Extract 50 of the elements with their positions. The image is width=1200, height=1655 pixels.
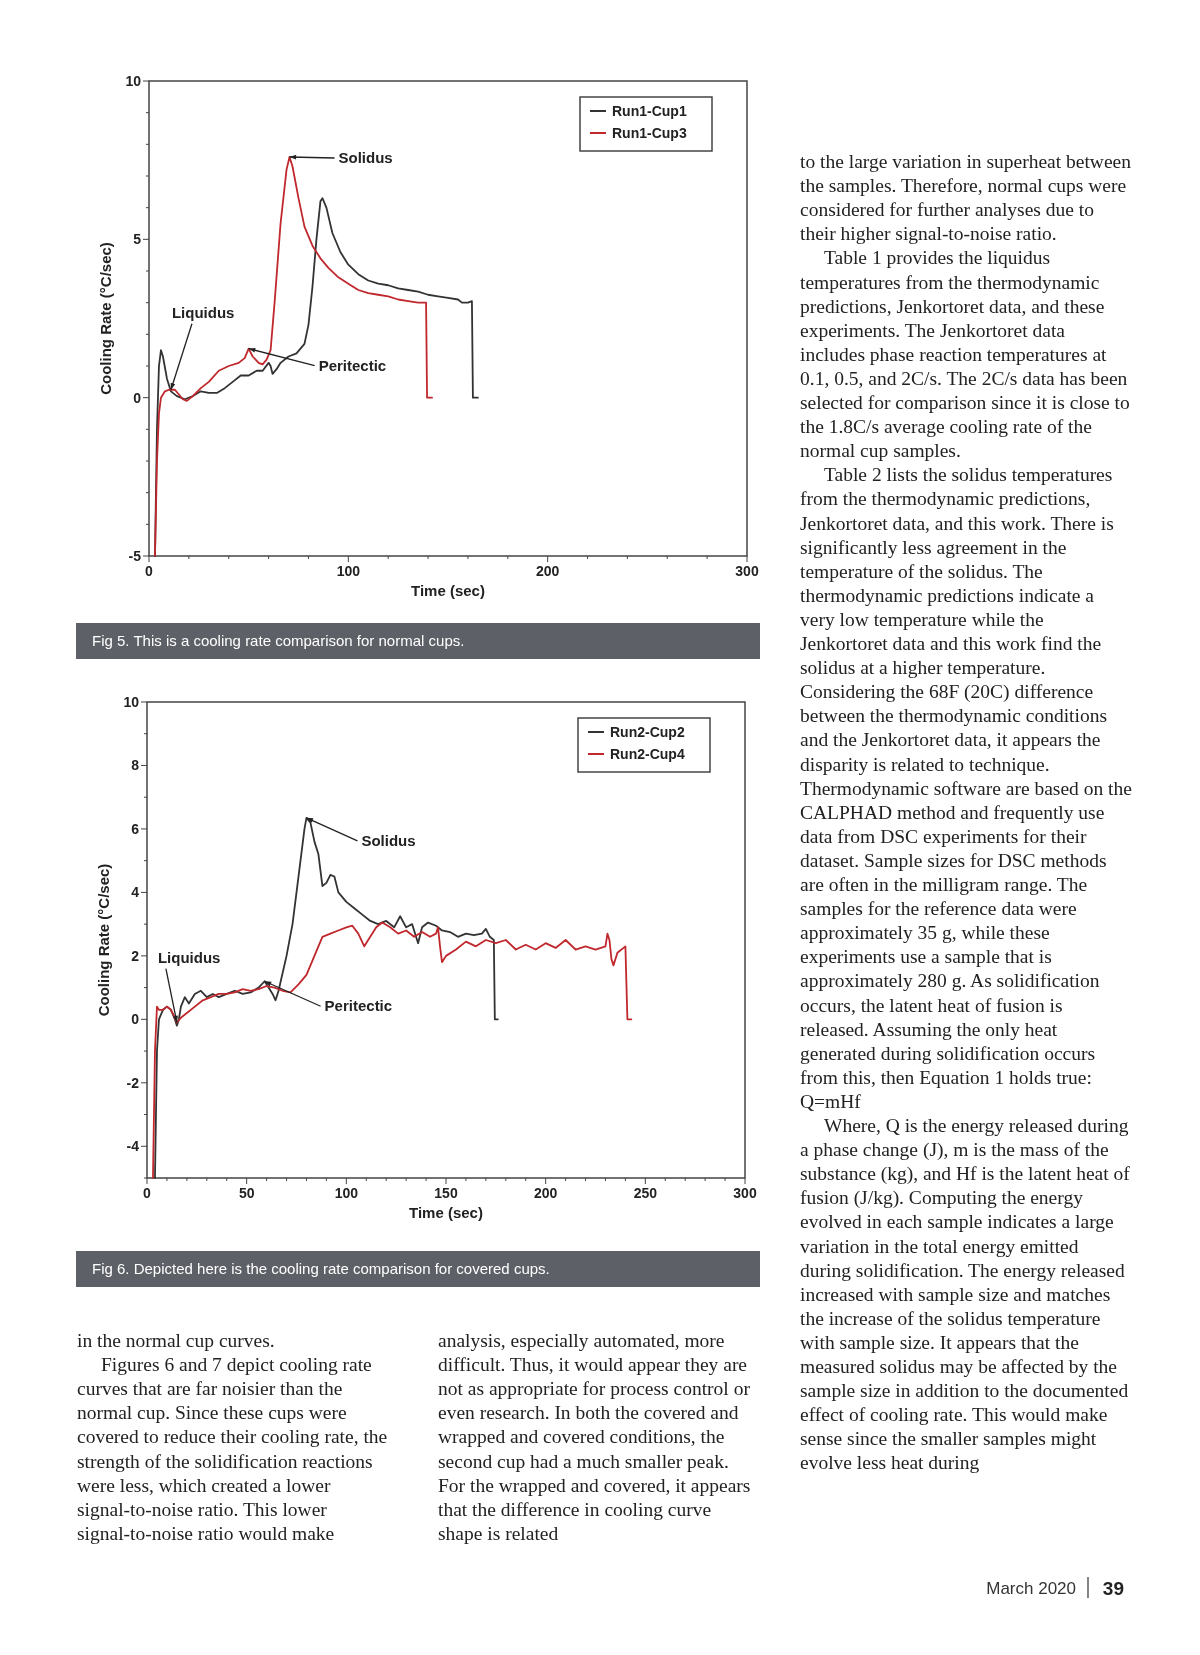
legend-label: Run1-Cup1 xyxy=(612,103,687,119)
x-tick-label: 300 xyxy=(735,563,759,579)
y-tick-label: 10 xyxy=(123,694,140,710)
x-tick-label: 0 xyxy=(145,563,154,579)
annotation: Solidus xyxy=(338,149,393,166)
y-tick-label: 8 xyxy=(131,757,140,774)
annotation: Solidus xyxy=(361,831,416,849)
text: Table 1 provides the liquidus temperatures from the thermodynamic predictions, Jenkortoret data, and these experiments. The Jenkortoret data includes phase reaction temperatures at 0.1, 0.5, and 2C/s. The 2C/s data has been selected for comparison since it is close to the 1.8C/s average cooling rate of the normal cup samples. xyxy=(800,247,1130,462)
caption: Fig 6. Depicted here is the cooling rate comparison for covered cups. xyxy=(92,1260,550,1277)
y-tick-label: 5 xyxy=(133,231,142,248)
annotation: Liquidus xyxy=(157,948,221,966)
text: Table 2 lists the solidus temperatures from the thermodynamic predictions, Jenkortoret data, and this work. There is significantly less agreement in the temperature of the solidus. The thermodynamic predictions indicate a very low temperature while the Jenkortoret data and this work find the solidus at a higher temperature. Considering the 68F (20C) difference between the thermodynamic conditions and the Jenkortoret data, it appears the disparity is related to technique. Thermodynamic software are based on the CALPHAD method and frequently use data from DSC experiments for their dataset. Sample sizes for DSC methods are often in the milligram range. The samples for the reference data were approximately 35 g, while these experiments use a sample that is approximately 280 g. As solidification occurs, the latent heat of fusion is released. Assuming the only heat generated during solidification occurs from this, then Equation 1 holds true: Q=mHf xyxy=(800,464,1132,1112)
text: Where, Q is the energy released during a phase change (J), m is the mass of the substance (kg), and Hf is the latent heat of fusion (J/kg). Computing the energy evolved in each sample indicates a large variation in the total energy emitted during solidification. The energy released increased with sample size and matches the increase of the solidus temperature with sample size. It appears that the measured solidus may be affected by the sample size in addition to the documented effect of cooling rate. This would make sense since the smaller samples might evolve less heat during xyxy=(800,1115,1130,1474)
text: March 2020 xyxy=(986,1579,1076,1598)
annotation: Peritectic xyxy=(318,356,387,374)
text: 39 xyxy=(1102,1578,1124,1599)
y-tick-label: -4 xyxy=(126,1138,140,1155)
text: analysis, especially automated, more difficult. Thus, it would appear they are not as appropriate for process control or even research. In both the covered and wrapped and covered conditions, the second cup had a much smaller peak. For the wrapped and covered, it appears that the difference in cooling curve shape is related xyxy=(438,1330,751,1544)
y-tick-label: 2 xyxy=(131,947,140,964)
x-axis-title: Time (sec) xyxy=(409,1204,483,1221)
x-tick-label: 300 xyxy=(733,1185,757,1201)
x-tick-label: 0 xyxy=(143,1185,152,1201)
annotation: Peritectic xyxy=(324,997,393,1015)
annotation: Liquidus xyxy=(171,303,235,321)
legend-label: Run1-Cup3 xyxy=(612,125,687,141)
x-tick-label: 150 xyxy=(434,1185,458,1201)
y-tick-label: 4 xyxy=(131,884,140,901)
y-tick-label: -2 xyxy=(126,1074,140,1091)
y-tick-label: 0 xyxy=(131,1011,140,1028)
line-series xyxy=(154,816,499,1179)
x-tick-label: 50 xyxy=(238,1185,255,1201)
y-axis-title: Cooling Rate (°C/sec) xyxy=(97,242,114,395)
x-tick-label: 200 xyxy=(533,1185,558,1201)
y-tick-label: 10 xyxy=(125,73,142,89)
y-tick-label: 0 xyxy=(133,389,142,406)
x-axis-title: Time (sec) xyxy=(411,582,485,599)
caption: Fig 5. This is a cooling rate comparison for normal cups. xyxy=(92,632,465,649)
x-tick-label: 100 xyxy=(334,1185,359,1201)
x-tick-label: 200 xyxy=(535,563,560,579)
y-tick-label: 6 xyxy=(131,820,140,837)
legend-label: Run2-Cup2 xyxy=(610,724,685,740)
text: to the large variation in superheat between the samples. Therefore, normal cups were considered for further analyses due to their higher signal-to-noise ratio. xyxy=(800,151,1132,245)
y-axis-title: Cooling Rate (°C/sec) xyxy=(95,863,112,1017)
text: Figures 6 and 7 depict cooling rate curves that are far noisier than the normal cup. Since these cups were covered to reduce their cooling rate, the strength of the solidification reactions were less, which created a lower signal-to-noise ratio. This lower signal-to-noise ratio would make xyxy=(77,1354,388,1544)
legend-label: Run2-Cup4 xyxy=(610,746,685,762)
y-tick-label: -5 xyxy=(128,548,142,564)
x-tick-label: 250 xyxy=(633,1185,658,1201)
line-series xyxy=(152,921,633,1179)
x-tick-label: 100 xyxy=(336,563,361,579)
text: in the normal cup curves. xyxy=(77,1330,275,1351)
